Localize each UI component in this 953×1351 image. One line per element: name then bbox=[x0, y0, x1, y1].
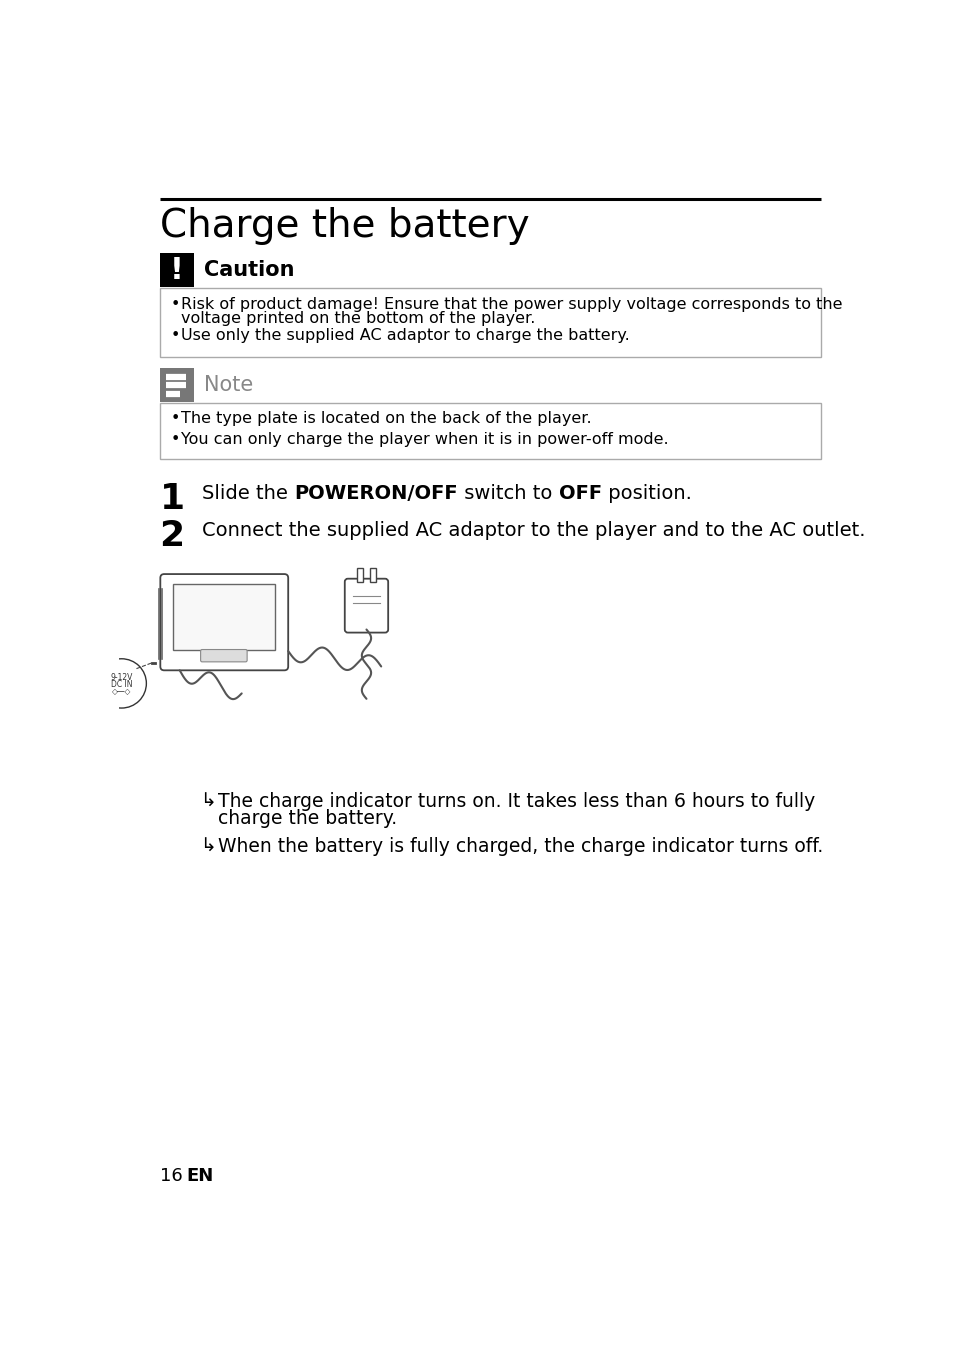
Text: POWERON/OFF: POWERON/OFF bbox=[294, 484, 457, 503]
Text: Risk of product damage! Ensure that the power supply voltage corresponds to the: Risk of product damage! Ensure that the … bbox=[181, 297, 841, 312]
Text: The type plate is located on the back of the player.: The type plate is located on the back of… bbox=[181, 411, 591, 426]
FancyBboxPatch shape bbox=[344, 578, 388, 632]
Text: switch to: switch to bbox=[457, 484, 558, 503]
Bar bbox=[356, 567, 363, 582]
Text: Note: Note bbox=[204, 376, 253, 396]
Text: You can only charge the player when it is in power-off mode.: You can only charge the player when it i… bbox=[181, 432, 668, 447]
Bar bbox=[369, 567, 375, 582]
Text: When the battery is fully charged, the charge indicator turns off.: When the battery is fully charged, the c… bbox=[218, 836, 822, 855]
Bar bbox=[159, 369, 193, 403]
Text: ↳: ↳ bbox=[199, 836, 215, 855]
Bar bbox=[159, 253, 193, 286]
Text: Caution: Caution bbox=[204, 259, 294, 280]
Text: •: • bbox=[171, 411, 179, 426]
FancyBboxPatch shape bbox=[160, 574, 288, 670]
Text: 16: 16 bbox=[159, 1167, 182, 1185]
Text: EN: EN bbox=[187, 1167, 213, 1185]
Text: 2: 2 bbox=[159, 519, 185, 553]
Text: position.: position. bbox=[601, 484, 691, 503]
Text: DC IN: DC IN bbox=[111, 680, 132, 689]
Text: ↳: ↳ bbox=[199, 792, 215, 811]
Text: OFF: OFF bbox=[558, 484, 601, 503]
Text: 1: 1 bbox=[159, 482, 185, 516]
Bar bbox=[173, 584, 274, 650]
Bar bbox=[159, 403, 821, 458]
Text: The charge indicator turns on. It takes less than 6 hours to fully: The charge indicator turns on. It takes … bbox=[218, 792, 815, 811]
Text: voltage printed on the bottom of the player.: voltage printed on the bottom of the pla… bbox=[181, 311, 535, 326]
Text: Use only the supplied AC adaptor to charge the battery.: Use only the supplied AC adaptor to char… bbox=[181, 328, 629, 343]
Text: !: ! bbox=[170, 257, 183, 285]
Text: Charge the battery: Charge the battery bbox=[159, 207, 529, 245]
Text: ◇―◇: ◇―◇ bbox=[112, 688, 132, 696]
Text: 9-12V: 9-12V bbox=[111, 673, 132, 682]
Bar bbox=[159, 288, 821, 357]
Text: •: • bbox=[171, 432, 179, 447]
FancyBboxPatch shape bbox=[200, 650, 247, 662]
Text: Connect the supplied AC adaptor to the player and to the AC outlet.: Connect the supplied AC adaptor to the p… bbox=[202, 521, 864, 540]
Text: •: • bbox=[171, 328, 179, 343]
Text: •: • bbox=[171, 297, 179, 312]
Text: Slide the: Slide the bbox=[202, 484, 294, 503]
Text: charge the battery.: charge the battery. bbox=[218, 809, 397, 828]
